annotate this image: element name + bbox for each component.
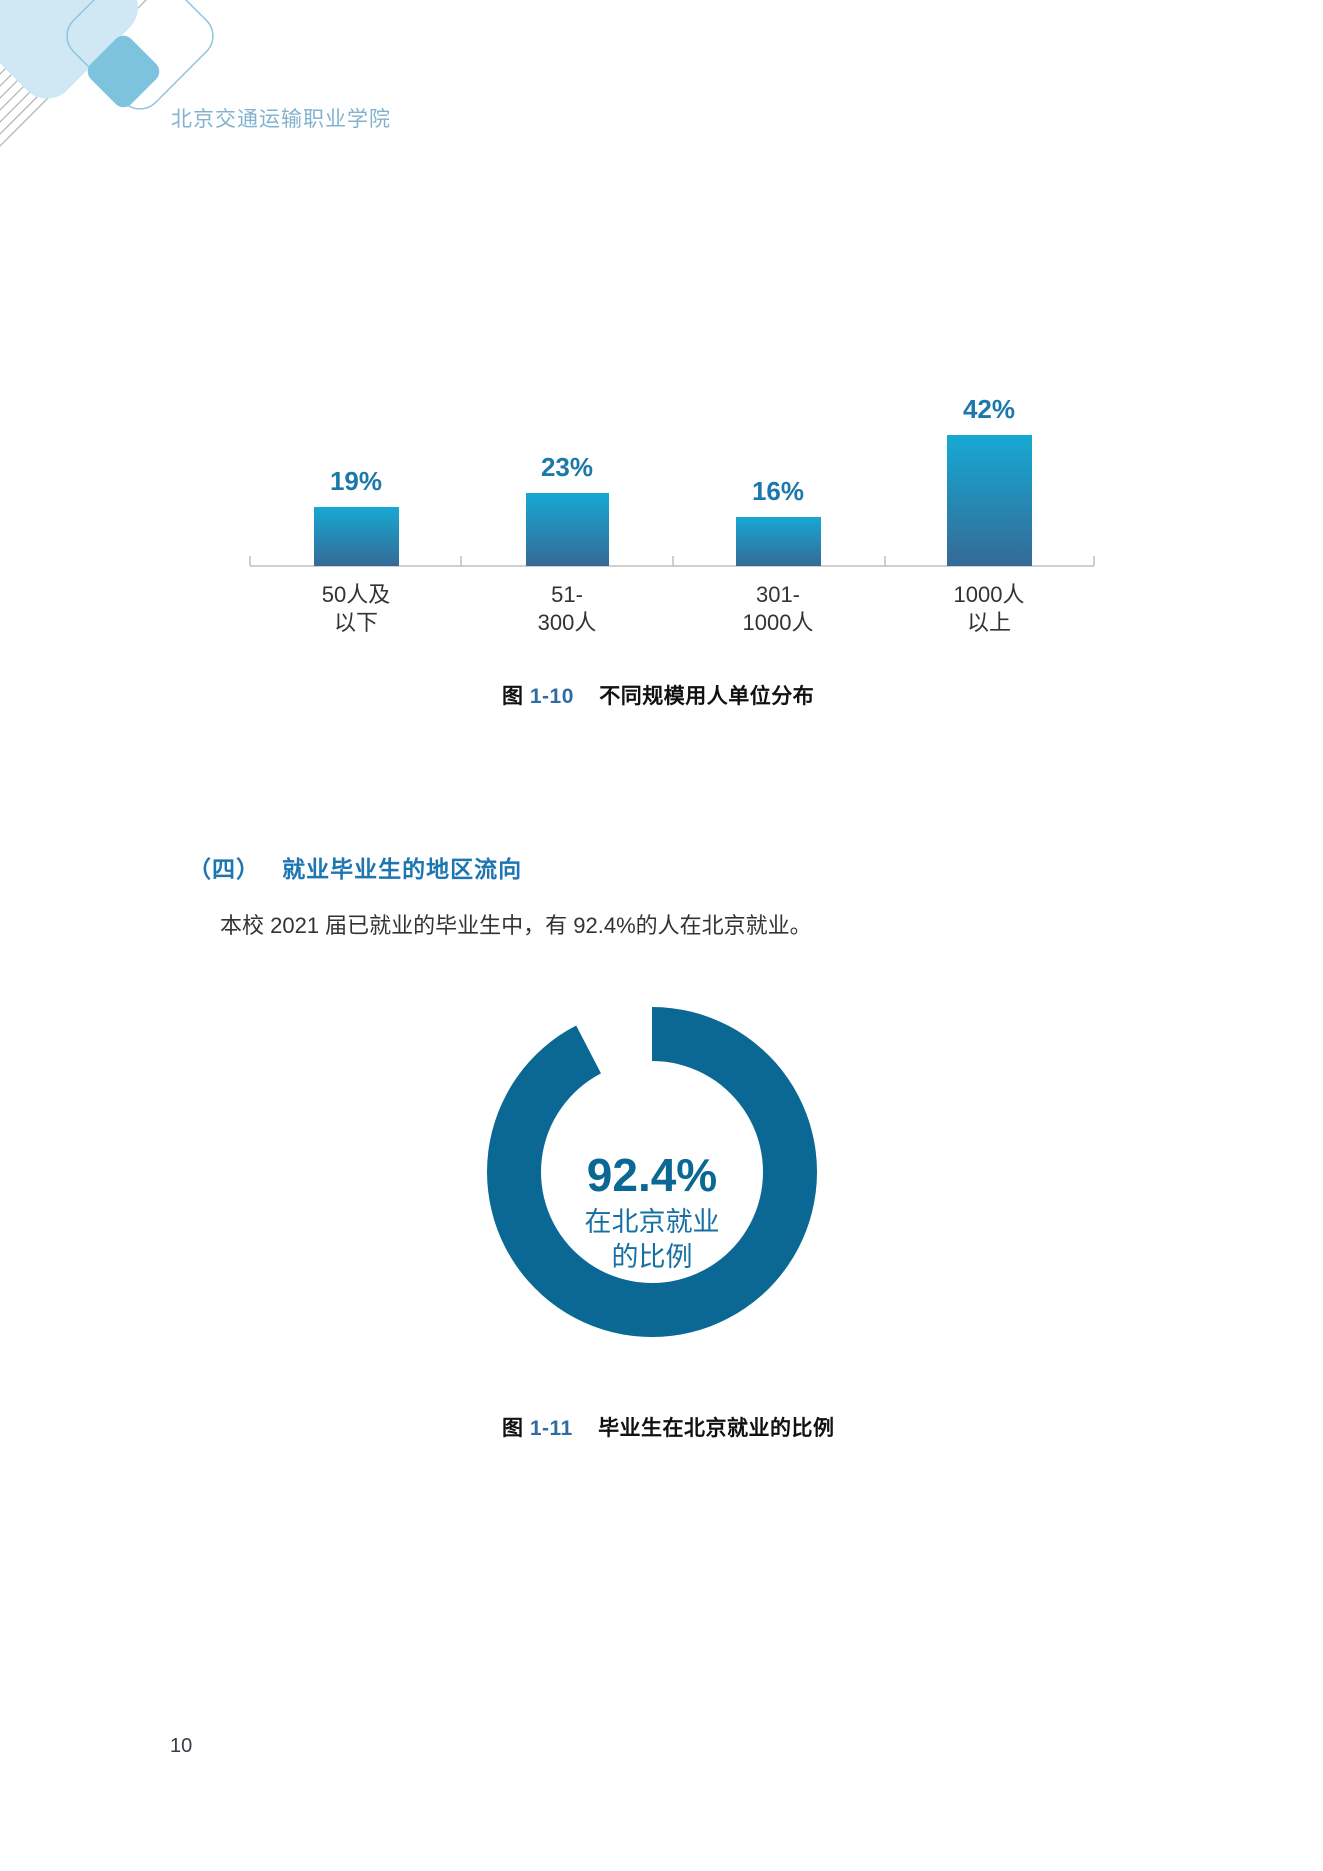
svg-text:300人: 300人	[538, 610, 597, 635]
svg-text:以下: 以下	[334, 610, 378, 635]
svg-text:301-: 301-	[756, 582, 800, 607]
svg-text:42%: 42%	[963, 394, 1015, 424]
svg-text:23%: 23%	[541, 452, 593, 482]
svg-text:19%: 19%	[330, 466, 382, 496]
svg-text:50人及: 50人及	[322, 582, 390, 607]
svg-text:92.4%: 92.4%	[587, 1149, 717, 1201]
svg-text:的比例: 的比例	[612, 1242, 693, 1272]
svg-text:16%: 16%	[752, 476, 804, 506]
svg-text:以上: 以上	[967, 610, 1011, 635]
svg-text:1000人: 1000人	[743, 610, 814, 635]
svg-text:在北京就业: 在北京就业	[585, 1207, 720, 1237]
svg-text:51-: 51-	[551, 582, 583, 607]
svg-text:1000人: 1000人	[954, 582, 1025, 607]
